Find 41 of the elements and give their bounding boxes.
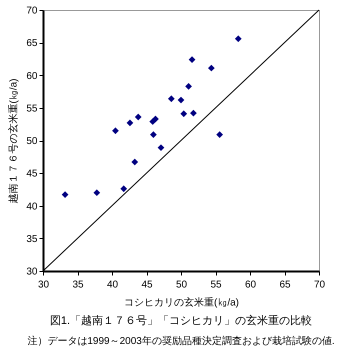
x-tick-label: 60 (244, 280, 256, 290)
x-tick-label: 40 (106, 280, 118, 290)
point (168, 95, 175, 102)
x-tick-label: 55 (210, 280, 222, 290)
point (180, 110, 188, 118)
x-tick-label: 45 (141, 280, 153, 290)
x-tick-label: 65 (279, 280, 291, 290)
point (152, 116, 159, 122)
point (112, 127, 119, 134)
point (234, 35, 242, 42)
y-tick-label: 50 (26, 136, 38, 147)
point (93, 189, 100, 196)
x-tick-label: 50 (176, 280, 188, 290)
y-tick-label: 65 (26, 38, 38, 50)
point (150, 131, 157, 138)
text: 注）データは1999～2003年の奨励品種決定調査および栽培試験の値. (27, 335, 335, 347)
x-tick-label: 70 (314, 280, 326, 290)
point (134, 114, 142, 120)
point (178, 96, 184, 104)
y-tick-label: 40 (26, 201, 38, 212)
y-tick-label: 35 (26, 234, 38, 245)
point (190, 110, 197, 116)
point (131, 158, 138, 166)
y-tick-label: 45 (26, 168, 38, 180)
point (185, 82, 192, 90)
point (62, 191, 68, 198)
point (120, 185, 128, 192)
point (126, 120, 134, 126)
text: 図1.「越南１７６号」「コシヒカリ」の玄米重の比較 (50, 314, 312, 327)
x-tick-label: 35 (72, 280, 84, 290)
point (208, 64, 215, 72)
y-tick-label: 70 (26, 6, 38, 16)
point (158, 144, 164, 152)
point (216, 131, 223, 138)
y-axis-title: 越南１７６号の玄米重(㎏/a) (7, 78, 20, 204)
x-axis-title: コシヒカリの玄米重(㎏/a) (124, 296, 239, 308)
y-tick-label: 55 (26, 103, 38, 114)
x-tick-label: 30 (38, 280, 50, 290)
y-tick-label: 30 (26, 266, 38, 278)
point (188, 56, 196, 63)
y-tick-label: 60 (26, 70, 38, 82)
